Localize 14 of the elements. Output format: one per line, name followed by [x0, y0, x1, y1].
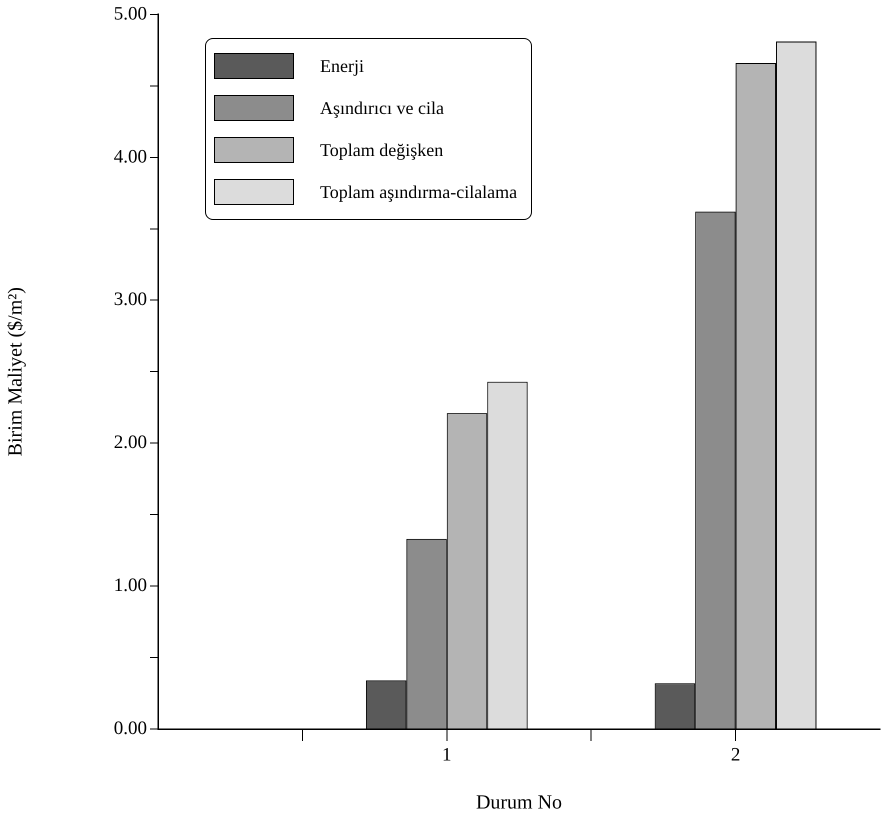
y-tick-label: 0.00 [114, 718, 147, 739]
y-tick-label: 3.00 [114, 289, 147, 310]
x-axis-title: Durum No [476, 791, 562, 814]
y-axis-title: Birim Maliyet ($/m²) [4, 287, 26, 456]
x-tick-label: 2 [730, 744, 740, 766]
y-tick-label: 2.00 [114, 432, 147, 454]
y-tick-label: 4.00 [114, 146, 147, 168]
legend-label: Toplam aşındırma-cilalama [320, 182, 518, 202]
x-tick-label: 1 [442, 744, 452, 766]
y-tick-label: 1.00 [114, 575, 147, 596]
legend-label: Aşındırıcı ve cila [320, 98, 444, 118]
legend-label: Enerji [320, 56, 364, 76]
y-tick-label: 5.00 [114, 3, 147, 24]
legend-label: Toplam değişken [320, 140, 444, 160]
